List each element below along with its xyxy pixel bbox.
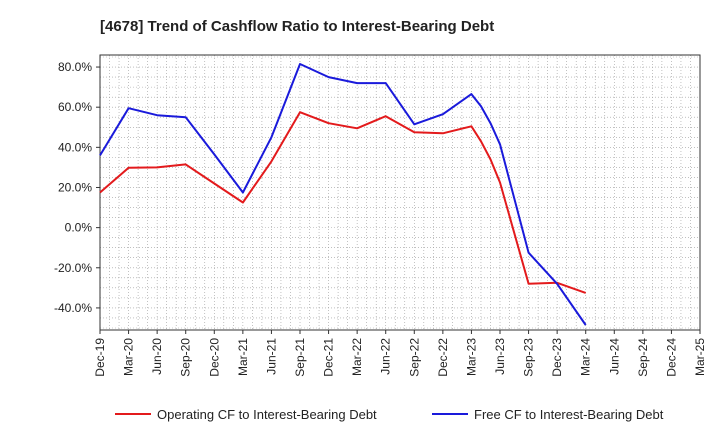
plot-area [100,55,700,330]
y-tick-label: -20.0% [54,261,92,275]
x-tick-label: Dec-23 [550,338,564,377]
y-tick-label: 60.0% [58,100,92,114]
x-tick-label: Sep-21 [293,338,307,377]
x-tick-label: Sep-20 [179,338,193,377]
series-line-2 [99,63,587,326]
grid-lines [99,55,701,330]
y-tick-label: -40.0% [54,301,92,315]
x-tick-label: Dec-20 [207,338,221,377]
x-tick-label: Sep-24 [636,338,650,377]
x-tick-label: Mar-25 [693,338,707,376]
y-axis-ticks: 80.0% 60.0% 40.0% 20.0% 0.0% -20.0% -40.0% [54,60,100,315]
y-tick-label: 80.0% [58,60,92,74]
legend-label-1: Operating CF to Interest-Bearing Debt [157,407,377,422]
x-tick-label: Dec-19 [93,338,107,377]
x-tick-label: Jun-23 [493,338,507,375]
x-tick-label: Jun-21 [264,338,278,375]
x-tick-label: Mar-24 [579,338,593,376]
x-tick-label: Dec-24 [664,338,678,377]
x-tick-label: Sep-22 [407,338,421,377]
x-tick-label: Mar-23 [464,338,478,376]
x-tick-label: Jun-22 [379,338,393,375]
x-tick-label: Dec-22 [436,338,450,377]
y-tick-label: 20.0% [58,180,92,194]
x-tick-label: Mar-22 [350,338,364,376]
x-tick-label: Jun-20 [150,338,164,375]
chart-title: [4678] Trend of Cashflow Ratio to Intere… [100,18,494,35]
legend: Operating CF to Interest-Bearing Debt Fre… [115,407,664,422]
series-lines [99,63,587,326]
x-axis-ticks: Dec-19 Mar-20 Jun-20 Sep-20 Dec-20 Mar-21 Jun-… [93,330,707,377]
x-tick-label: Jun-24 [607,338,621,375]
legend-label-2: Free CF to Interest-Bearing Debt [474,407,664,422]
x-tick-label: Mar-20 [122,338,136,376]
x-tick-label: Sep-23 [522,338,536,377]
x-tick-label: Mar-21 [236,338,250,376]
series-line-1 [99,111,587,294]
y-tick-label: 40.0% [58,140,92,154]
y-tick-label: 0.0% [65,221,93,235]
x-tick-label: Dec-21 [322,338,336,377]
